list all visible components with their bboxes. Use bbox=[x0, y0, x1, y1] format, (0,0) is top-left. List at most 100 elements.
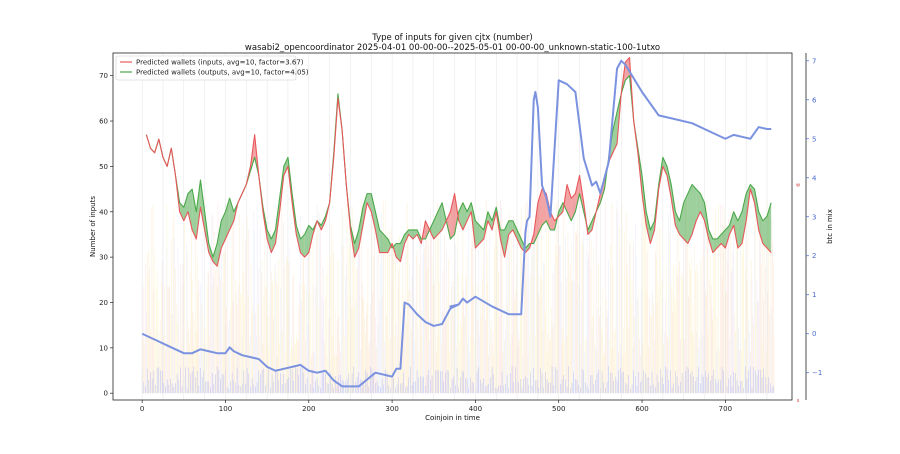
fill-between-segment bbox=[525, 243, 530, 253]
fill-between-segment bbox=[650, 220, 655, 244]
y2-tick-label: 2 bbox=[812, 252, 816, 260]
fill-between-segment bbox=[504, 220, 509, 258]
legend-entry-inputs: Predicted wallets (inputs, avg=10, facto… bbox=[136, 59, 304, 67]
fill-between-segment bbox=[721, 229, 726, 249]
fill-between-segment bbox=[192, 189, 197, 239]
series-line-outputs bbox=[145, 75, 772, 258]
fill-between-segment bbox=[762, 216, 768, 249]
fill-between-segment bbox=[567, 184, 572, 221]
side-mark: w bbox=[796, 183, 800, 189]
fill-between-segment bbox=[612, 111, 618, 153]
fill-between-segment bbox=[687, 184, 693, 244]
y-tick-label: 70 bbox=[99, 72, 108, 80]
fill-between-segment bbox=[179, 202, 184, 221]
fill-between-segment bbox=[467, 202, 472, 221]
axes: 0 100 200 300 400 500 600 700 0 10 20 30 40 50 60 70 −1 0… bbox=[99, 53, 822, 413]
x-tick-label: 300 bbox=[385, 405, 398, 413]
fill-between-segment bbox=[529, 234, 534, 249]
fill-between-segment bbox=[450, 193, 455, 239]
y2-tick-label: 3 bbox=[812, 213, 816, 221]
x-tick-label: 600 bbox=[635, 405, 648, 413]
fill-between-segment bbox=[767, 202, 772, 253]
fill-between-segment bbox=[729, 211, 734, 235]
y-tick-label: 20 bbox=[99, 299, 108, 307]
x-tick-label: 500 bbox=[552, 405, 565, 413]
series-line-btc bbox=[141, 59, 772, 388]
fill-between-segment bbox=[200, 180, 205, 230]
fill-between-segment bbox=[217, 220, 222, 267]
fill-between-segment bbox=[429, 220, 434, 239]
legend: Predicted wallets (inputs, avg=10, facto… bbox=[115, 55, 309, 81]
y-tick-label: 30 bbox=[99, 254, 108, 262]
fill-between-segment bbox=[600, 180, 605, 203]
fill-between-segment bbox=[267, 229, 272, 253]
fill-between-segment bbox=[187, 189, 193, 230]
fill-between-segment bbox=[550, 211, 555, 230]
fill-between-segment bbox=[412, 229, 418, 239]
x-tick-label: 100 bbox=[219, 405, 232, 413]
y2-tick-label: 7 bbox=[812, 57, 816, 65]
y2-tick-label: 4 bbox=[812, 174, 817, 182]
fill-between-segment bbox=[475, 220, 480, 249]
fill-between-segment bbox=[712, 238, 718, 253]
x-tick-label: 200 bbox=[302, 405, 315, 413]
y-tick-label: 0 bbox=[104, 390, 108, 398]
fill-between-segment bbox=[487, 211, 493, 230]
y-tick-label: 10 bbox=[99, 344, 108, 352]
fill-between-segment bbox=[283, 157, 288, 176]
fill-between-segment bbox=[371, 193, 376, 230]
fill-between-segment bbox=[733, 211, 738, 249]
fill-between-segment bbox=[271, 229, 276, 253]
fill-between-segment bbox=[683, 193, 688, 244]
y-axis-label: Number of inputs bbox=[89, 196, 97, 257]
series-line-inputs bbox=[145, 56, 772, 267]
fill-between-segment bbox=[662, 157, 668, 176]
y2-tick-label: 0 bbox=[812, 330, 816, 338]
y-tick-label: 60 bbox=[99, 118, 108, 126]
fill-between-segment bbox=[379, 229, 384, 253]
fill-between-segment bbox=[571, 193, 576, 221]
fill-between-segment bbox=[196, 180, 201, 239]
fill-between-segment bbox=[396, 243, 401, 262]
fill-between-segment bbox=[425, 220, 430, 239]
fill-between-segment bbox=[692, 184, 697, 235]
y2-tick-label: 5 bbox=[812, 135, 816, 143]
chart-title: Type of inputs for given cjtx (number) bbox=[371, 33, 533, 43]
fill-between-segment bbox=[725, 225, 730, 249]
fill-between-segment bbox=[679, 202, 684, 239]
y-tick-label: 40 bbox=[99, 208, 108, 216]
fill-between-segment bbox=[375, 211, 380, 253]
x-tick-label: 400 bbox=[469, 405, 482, 413]
series-layer bbox=[141, 56, 772, 388]
fill-between-segment bbox=[646, 211, 651, 244]
fill-between-segment bbox=[383, 234, 388, 253]
legend-entry-outputs: Predicted wallets (outputs, avg=10, fact… bbox=[136, 69, 309, 77]
fill-between-segment bbox=[708, 229, 713, 253]
legend-box bbox=[115, 55, 297, 81]
x-tick-label: 700 bbox=[719, 405, 732, 413]
fill-between-segment bbox=[408, 229, 413, 239]
fill-between-segment bbox=[212, 243, 218, 267]
y2-axis-label: btc in mix bbox=[826, 209, 834, 244]
fill-between-segment bbox=[479, 225, 484, 244]
y2-tick-label: 1 bbox=[812, 291, 816, 299]
x-axis-label: Coinjoin in time bbox=[425, 414, 480, 422]
fill-between-segment bbox=[512, 220, 518, 239]
fill-between-segment bbox=[517, 229, 522, 249]
fill-between-segment bbox=[300, 234, 305, 258]
fill-between-segment bbox=[675, 211, 680, 235]
fill-between-segment bbox=[737, 211, 743, 249]
x-tick-label: 0 bbox=[140, 405, 144, 413]
chart-subtitle: wasabi2_opencoordinator 2025-04-01 00-00… bbox=[245, 43, 660, 53]
fill-between-segment bbox=[717, 234, 722, 249]
y2-tick-label: 6 bbox=[812, 96, 817, 104]
background-bars bbox=[141, 198, 775, 394]
y-tick-label: 50 bbox=[99, 163, 108, 171]
y2-tick-label: −1 bbox=[812, 369, 822, 377]
side-mark: s bbox=[797, 398, 800, 404]
fill-between-segment bbox=[358, 207, 363, 249]
fill-between-segment bbox=[367, 193, 372, 212]
fill-between-segment bbox=[221, 211, 226, 249]
